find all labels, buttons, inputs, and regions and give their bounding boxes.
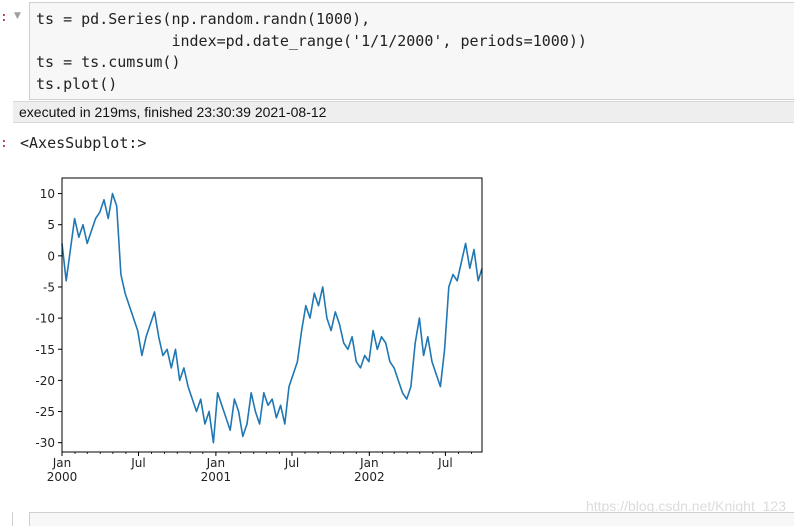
- x-tick-label: Jan: [52, 456, 72, 470]
- x-tick-year-label: 2002: [354, 470, 385, 484]
- code-line-1[interactable]: ts = pd.Series(np.random.randn(1000),: [36, 10, 371, 28]
- y-tick-label: -25: [35, 405, 55, 419]
- y-tick-label: -30: [35, 436, 55, 450]
- x-tick-label: Jul: [284, 456, 299, 470]
- collapse-input-icon[interactable]: ▼: [14, 11, 21, 21]
- series-line: [61, 192, 483, 444]
- y-tick-label: 10: [40, 187, 55, 201]
- x-tick-label: Jul: [437, 456, 452, 470]
- code-line-4[interactable]: ts.plot(): [36, 74, 118, 93]
- x-tick-label: Jul: [130, 456, 145, 470]
- code-line-3[interactable]: ts = ts.cumsum(): [36, 53, 181, 71]
- y-tick-label: 0: [47, 249, 55, 263]
- execution-time-bar: executed in 219ms, finished 23:30:39 202…: [13, 101, 794, 123]
- plot-frame: [61, 177, 483, 453]
- x-tick-year-label: 2000: [47, 470, 78, 484]
- watermark: https://blog.csdn.net/Knight_123: [585, 498, 786, 514]
- code-line-2[interactable]: index=pd.date_range('1/1/2000', periods=…: [36, 31, 587, 50]
- x-tick-label: Jan: [359, 456, 379, 470]
- y-tick-label: -5: [43, 280, 55, 294]
- code-cell-input[interactable]: ts = pd.Series(np.random.randn(1000), in…: [29, 2, 794, 100]
- y-tick-label: 5: [47, 218, 55, 232]
- next-code-cell[interactable]: [29, 512, 794, 526]
- y-tick-label: -20: [35, 374, 55, 388]
- y-tick-label: -10: [35, 312, 55, 326]
- y-tick-label: -15: [35, 343, 55, 357]
- next-cell-prompt-rule: [12, 512, 13, 526]
- output-prompt: :: [0, 136, 8, 151]
- x-tick-label: Jan: [206, 456, 226, 470]
- x-tick-year-label: 2001: [201, 470, 232, 484]
- execution-time-text: executed in 219ms, finished 23:30:39 202…: [19, 104, 327, 120]
- input-prompt: :: [0, 10, 8, 25]
- output-text: <AxesSubplot:>: [20, 134, 147, 152]
